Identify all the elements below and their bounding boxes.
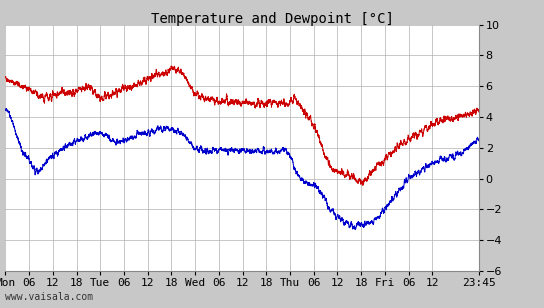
Text: Temperature and Dewpoint [°C]: Temperature and Dewpoint [°C] xyxy=(151,12,393,26)
Text: www.vaisala.com: www.vaisala.com xyxy=(5,292,94,302)
